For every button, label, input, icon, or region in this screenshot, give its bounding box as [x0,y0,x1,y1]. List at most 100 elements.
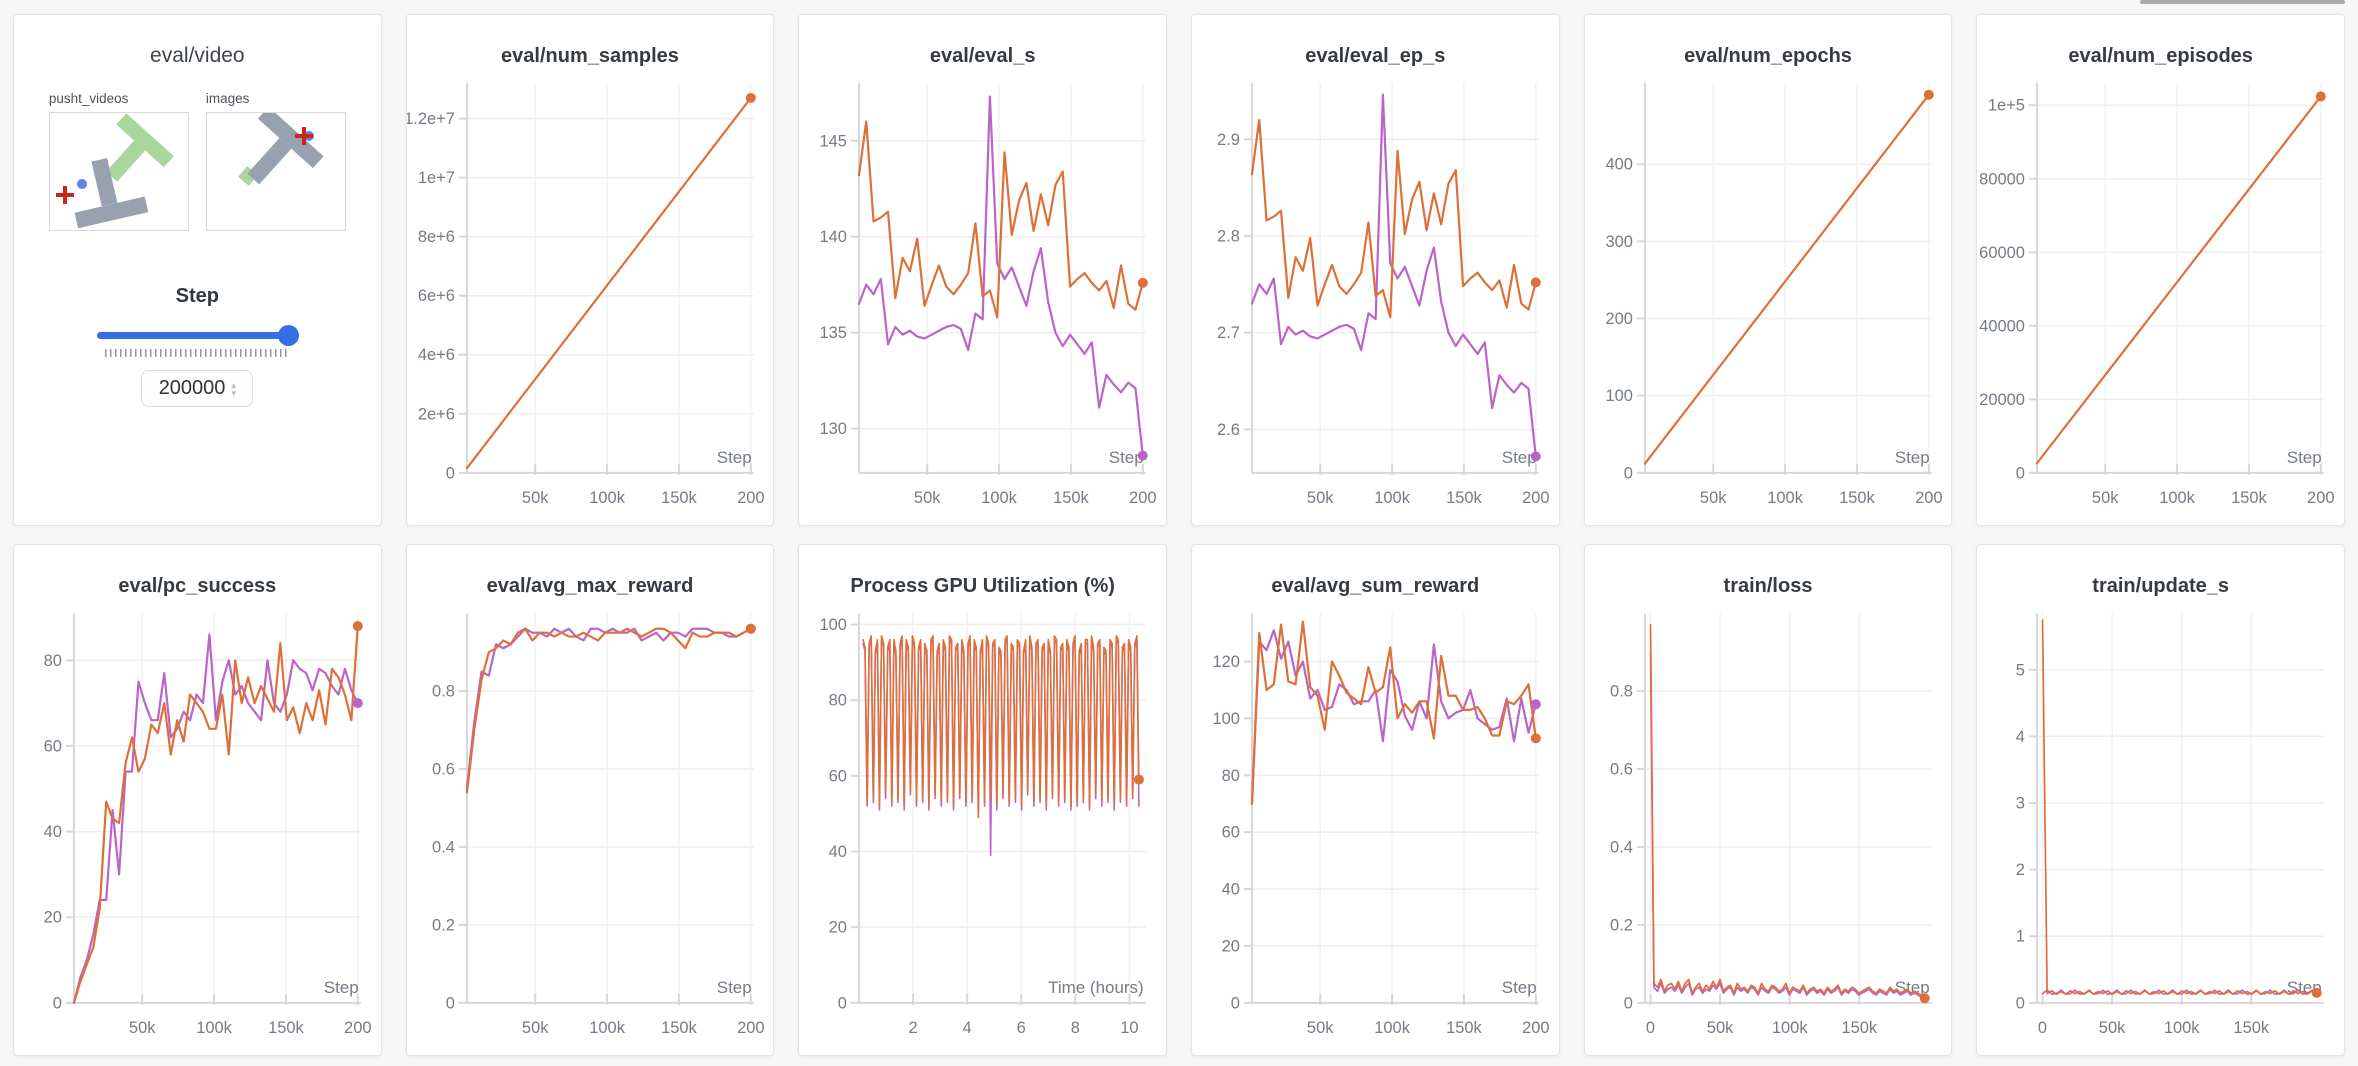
panel-eval-avg-sum-reward: eval/avg_sum_reward 50k 100k 150k 200 0 20 40 6… [1190,544,1560,1056]
svg-text:0: 0 [53,994,62,1012]
panel-eval-num-episodes: eval/num_episodes 50k 100k 150k 200 0 20000 40… [1976,14,2345,526]
svg-text:100k: 100k [1374,489,1410,507]
svg-text:Step: Step [1109,448,1144,467]
svg-text:0: 0 [838,994,847,1012]
slider-thumb[interactable] [278,325,300,346]
step-value[interactable]: 200000 [158,377,226,399]
svg-text:100k: 100k [2164,1019,2200,1037]
svg-text:5: 5 [2016,661,2025,679]
svg-text:145: 145 [820,132,847,150]
chart-canvas-eval-eval-s[interactable]: 50k 100k 150k 200 130 135 140 145 Step [799,73,1166,519]
chart-title: eval/eval_ep_s [1305,45,1446,67]
svg-text:60: 60 [829,767,847,785]
svg-text:50k: 50k [522,489,549,507]
svg-text:100k: 100k [982,489,1018,507]
svg-text:6: 6 [1017,1019,1026,1037]
target-cross-icon [55,186,74,204]
slider-track[interactable] [97,332,298,339]
svg-text:200: 200 [1522,1019,1549,1037]
svg-text:150k: 150k [661,1019,697,1037]
svg-text:100k: 100k [2160,489,2196,507]
svg-text:140: 140 [820,228,847,246]
svg-text:2.6: 2.6 [1217,421,1240,439]
chart-canvas-eval-pc-success[interactable]: 50k 100k 150k 200 0 20 40 60 80 Step [14,603,381,1049]
svg-text:20: 20 [1222,937,1240,955]
svg-text:20000: 20000 [1979,391,2025,409]
svg-text:0: 0 [445,464,454,482]
svg-text:200: 200 [2307,489,2334,507]
svg-text:Step: Step [1502,978,1537,997]
horizontal-scrollbar-thumb[interactable] [2140,0,2345,4]
svg-text:150k: 150k [1446,1019,1482,1037]
video-thumbnail-images[interactable] [205,112,346,231]
spinner-down-icon[interactable]: ▾ [231,387,236,398]
chart-title: eval/avg_sum_reward [1271,575,1480,597]
svg-text:130: 130 [820,420,847,438]
svg-text:50k: 50k [2092,489,2119,507]
chart-canvas-eval-avg-max-reward[interactable]: 50k 100k 150k 200 0 0.2 0.4 0.6 0.8 Step [407,603,774,1049]
svg-text:50k: 50k [129,1019,156,1037]
step-number-input[interactable]: 200000 ▴ ▾ [141,370,254,407]
svg-text:2: 2 [2016,861,2025,879]
svg-text:Step: Step [324,978,359,997]
svg-text:150k: 150k [1053,489,1089,507]
panel-process-gpu-utilization: Process GPU Utilization (%) 2 4 6 8 10 0 20 40 6… [798,544,1167,1056]
svg-text:2e+6: 2e+6 [418,405,455,423]
media-label: pusht_videos [48,91,129,106]
chart-title: train/loss [1723,575,1813,597]
panel-eval-eval-ep-s: eval/eval_ep_s 50k 100k 150k 200 2.6 2.7 2.8 2.… [1190,14,1560,526]
chart-canvas-eval-avg-sum-reward[interactable]: 50k 100k 150k 200 0 20 40 60 80 100 120 Step [1192,603,1559,1049]
svg-text:4e+6: 4e+6 [418,346,455,364]
svg-text:4: 4 [2016,728,2025,746]
spinner-up-icon[interactable]: ▴ [231,379,236,390]
svg-text:100k: 100k [589,489,625,507]
svg-text:0.6: 0.6 [432,761,455,779]
chart-canvas-eval-num-samples[interactable]: 50k 100k 150k 200 0 2e+6 4e+6 6e+6 8e+6 1e+7 1.2e+… [407,73,774,519]
svg-text:200: 200 [737,489,764,507]
svg-text:60: 60 [44,737,62,755]
chart-canvas-eval-num-epochs[interactable]: 50k 100k 150k 200 0 100 200 300 400 Step [1585,73,1952,519]
chart-title: eval/pc_success [118,575,277,597]
svg-text:0: 0 [445,994,454,1012]
svg-text:100k: 100k [1374,1019,1410,1037]
svg-text:60000: 60000 [1979,244,2025,262]
svg-text:Step: Step [716,978,751,997]
target-cross-icon [294,127,313,145]
svg-text:150k: 150k [2234,1019,2270,1037]
chart-canvas-eval-eval-ep-s[interactable]: 50k 100k 150k 200 2.6 2.7 2.8 2.9 Step [1192,73,1559,519]
svg-text:2.7: 2.7 [1217,324,1240,342]
svg-text:50k: 50k [1706,1019,1733,1037]
svg-text:4: 4 [963,1019,972,1037]
svg-text:50k: 50k [1307,1019,1334,1037]
svg-text:100: 100 [1212,710,1239,728]
video-thumbnail-pusht[interactable] [48,112,189,231]
chart-title: eval/num_epochs [1684,45,1852,67]
step-slider[interactable] [97,324,300,346]
panel-eval-video: eval/video pusht_videos [13,14,382,526]
svg-text:0.2: 0.2 [432,916,455,934]
panel-eval-num-epochs: eval/num_epochs 50k 100k 150k 200 0 100 200 300… [1583,14,1953,526]
svg-text:Step: Step [1894,448,1929,467]
svg-text:100: 100 [820,616,847,634]
svg-text:200: 200 [1129,489,1156,507]
chart-canvas-eval-num-episodes[interactable]: 50k 100k 150k 200 0 20000 40000 60000 80000 1e+5 S… [1977,73,2344,519]
svg-text:200: 200 [737,1019,764,1037]
svg-text:80: 80 [1222,767,1240,785]
svg-text:200: 200 [1915,489,1942,507]
svg-text:1.2e+7: 1.2e+7 [407,110,455,128]
svg-text:0: 0 [1623,464,1632,482]
svg-text:100: 100 [1605,387,1632,405]
svg-text:1e+5: 1e+5 [1988,97,2025,115]
svg-text:80000: 80000 [1979,170,2025,188]
panel-eval-num-samples: eval/num_samples 50k 100k 150k 200 0 2e+6 4e+6… [405,14,775,526]
media-item-images: images [205,91,346,231]
pusht-tee-shape [224,113,324,205]
panel-train-update-s: train/update_s 0 50k 100k 150k 0 1 2 3 4 5 Step [1976,544,2345,1056]
svg-text:Time (hours): Time (hours) [1048,978,1144,997]
svg-text:40000: 40000 [1979,317,2025,335]
svg-text:150k: 150k [661,489,697,507]
svg-text:200: 200 [1522,489,1549,507]
